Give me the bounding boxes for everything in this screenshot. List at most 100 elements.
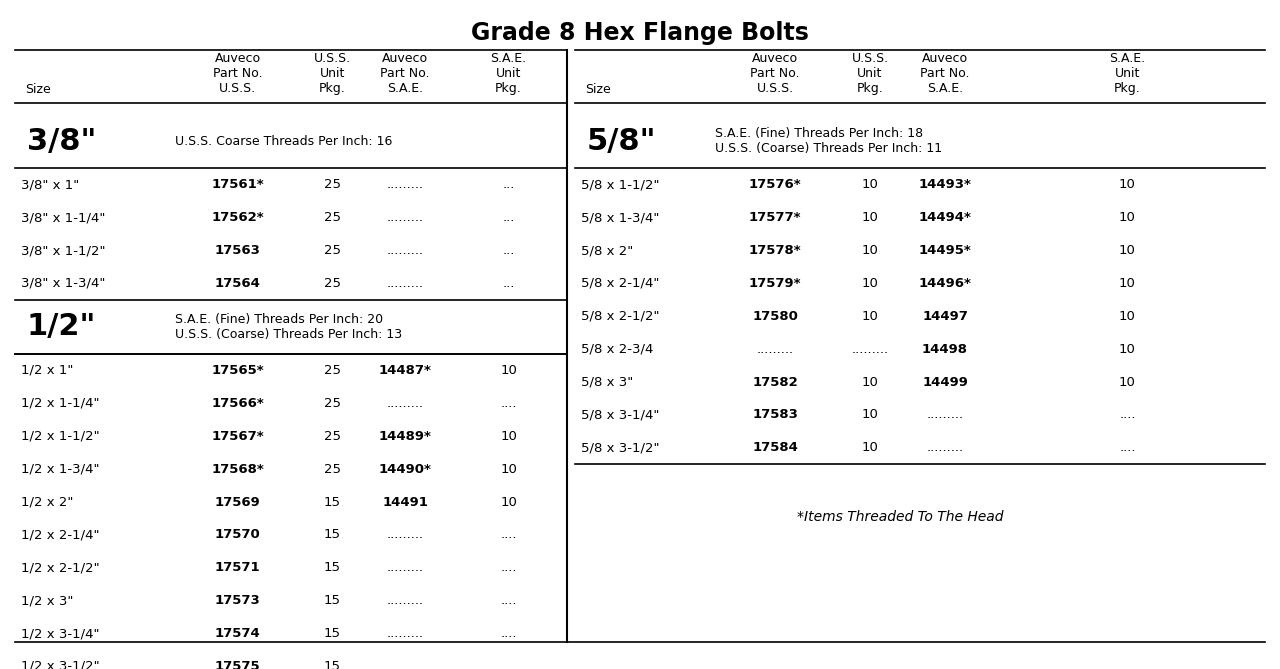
Text: 15: 15 — [324, 627, 340, 640]
Text: ....: .... — [500, 561, 517, 574]
Text: 25: 25 — [324, 364, 340, 377]
Text: 10: 10 — [861, 244, 878, 257]
Text: 17570: 17570 — [215, 529, 260, 541]
Text: 1/2 x 2-1/4": 1/2 x 2-1/4" — [20, 529, 100, 541]
Text: 25: 25 — [324, 211, 340, 224]
Text: .........: ......... — [927, 442, 964, 454]
Text: 17575: 17575 — [215, 660, 260, 669]
Text: ....: .... — [500, 397, 517, 410]
Text: ...: ... — [502, 178, 515, 191]
Text: 5/8 x 2-3/4: 5/8 x 2-3/4 — [581, 343, 653, 356]
Text: 17562*: 17562* — [211, 211, 264, 224]
Text: *Items Threaded To The Head: *Items Threaded To The Head — [796, 510, 1004, 524]
Text: 10: 10 — [861, 211, 878, 224]
Text: 3/8" x 1": 3/8" x 1" — [20, 178, 79, 191]
Text: 3/8": 3/8" — [27, 126, 96, 156]
Text: 10: 10 — [1119, 310, 1135, 323]
Text: 17566*: 17566* — [211, 397, 264, 410]
Text: 10: 10 — [1119, 343, 1135, 356]
Text: 17582: 17582 — [753, 375, 797, 389]
Text: 5/8 x 3-1/4": 5/8 x 3-1/4" — [581, 409, 659, 421]
Text: 10: 10 — [1119, 277, 1135, 290]
Text: .........: ......... — [387, 277, 424, 290]
Text: 17583: 17583 — [753, 409, 797, 421]
Text: 14494*: 14494* — [919, 211, 972, 224]
Text: .........: ......... — [851, 343, 888, 356]
Text: 17574: 17574 — [215, 627, 260, 640]
Text: 17584: 17584 — [753, 442, 797, 454]
Text: 17568*: 17568* — [211, 463, 264, 476]
Text: .........: ......... — [387, 397, 424, 410]
Text: U.S.S. Coarse Threads Per Inch: 16: U.S.S. Coarse Threads Per Inch: 16 — [175, 134, 393, 148]
Text: S.A.E.
Unit
Pkg.: S.A.E. Unit Pkg. — [490, 52, 526, 96]
Text: 5/8": 5/8" — [588, 126, 657, 156]
Text: 25: 25 — [324, 178, 340, 191]
Text: S.A.E. (Fine) Threads Per Inch: 20
U.S.S. (Coarse) Threads Per Inch: 13: S.A.E. (Fine) Threads Per Inch: 20 U.S.S… — [175, 313, 402, 341]
Text: 25: 25 — [324, 463, 340, 476]
Text: 5/8 x 2": 5/8 x 2" — [581, 244, 634, 257]
Text: 10: 10 — [1119, 178, 1135, 191]
Text: Size: Size — [26, 83, 51, 96]
Text: ...: ... — [502, 277, 515, 290]
Text: 17564: 17564 — [215, 277, 260, 290]
Text: 14491: 14491 — [381, 496, 428, 508]
Text: ...: ... — [502, 211, 515, 224]
Text: .........: ......... — [387, 211, 424, 224]
Text: ....: .... — [1119, 409, 1135, 421]
Text: 15: 15 — [324, 594, 340, 607]
Text: 1/2 x 3": 1/2 x 3" — [20, 594, 73, 607]
Text: Auveco
Part No.
U.S.S.: Auveco Part No. U.S.S. — [212, 52, 262, 96]
Text: ....: .... — [500, 594, 517, 607]
Text: U.S.S.
Unit
Pkg.: U.S.S. Unit Pkg. — [314, 52, 351, 96]
Text: 10: 10 — [500, 496, 517, 508]
Text: 14487*: 14487* — [379, 364, 431, 377]
Text: .........: ......... — [387, 627, 424, 640]
Text: 1/2 x 1-1/2": 1/2 x 1-1/2" — [20, 429, 100, 443]
Text: 1/2 x 1-3/4": 1/2 x 1-3/4" — [20, 463, 100, 476]
Text: 1/2 x 1-1/4": 1/2 x 1-1/4" — [20, 397, 100, 410]
Text: .........: ......... — [387, 660, 424, 669]
Text: 14490*: 14490* — [379, 463, 431, 476]
Text: 10: 10 — [861, 375, 878, 389]
Text: ....: .... — [500, 529, 517, 541]
Text: .........: ......... — [387, 594, 424, 607]
Text: .........: ......... — [387, 529, 424, 541]
Text: 10: 10 — [1119, 375, 1135, 389]
Text: 5/8 x 1-1/2": 5/8 x 1-1/2" — [581, 178, 659, 191]
Text: 17563: 17563 — [215, 244, 260, 257]
Text: 5/8 x 2-1/4": 5/8 x 2-1/4" — [581, 277, 659, 290]
Text: 17580: 17580 — [753, 310, 797, 323]
Text: Auveco
Part No.
S.A.E.: Auveco Part No. S.A.E. — [920, 52, 970, 96]
Text: ....: .... — [500, 660, 517, 669]
Text: Auveco
Part No.
S.A.E.: Auveco Part No. S.A.E. — [380, 52, 430, 96]
Text: 14489*: 14489* — [379, 429, 431, 443]
Text: .........: ......... — [387, 244, 424, 257]
Text: 1/2 x 1": 1/2 x 1" — [20, 364, 73, 377]
Text: 15: 15 — [324, 660, 340, 669]
Text: U.S.S.
Unit
Pkg.: U.S.S. Unit Pkg. — [851, 52, 888, 96]
Text: 1/2 x 3-1/4": 1/2 x 3-1/4" — [20, 627, 100, 640]
Text: 17573: 17573 — [215, 594, 260, 607]
Text: ....: .... — [500, 627, 517, 640]
Text: .........: ......... — [927, 409, 964, 421]
Text: 25: 25 — [324, 277, 340, 290]
Text: 25: 25 — [324, 244, 340, 257]
Text: 14493*: 14493* — [919, 178, 972, 191]
Text: 10: 10 — [1119, 211, 1135, 224]
Text: 14495*: 14495* — [919, 244, 972, 257]
Text: 10: 10 — [861, 442, 878, 454]
Text: Grade 8 Hex Flange Bolts: Grade 8 Hex Flange Bolts — [471, 21, 809, 45]
Text: 15: 15 — [324, 496, 340, 508]
Text: 3/8" x 1-1/2": 3/8" x 1-1/2" — [20, 244, 105, 257]
Text: 1/2 x 2": 1/2 x 2" — [20, 496, 73, 508]
Text: 14496*: 14496* — [919, 277, 972, 290]
Text: 10: 10 — [861, 310, 878, 323]
Text: ...: ... — [502, 244, 515, 257]
Text: 15: 15 — [324, 561, 340, 574]
Text: 17571: 17571 — [215, 561, 260, 574]
Text: 15: 15 — [324, 529, 340, 541]
Text: 1/2 x 2-1/2": 1/2 x 2-1/2" — [20, 561, 100, 574]
Text: 10: 10 — [500, 429, 517, 443]
Text: 5/8 x 3": 5/8 x 3" — [581, 375, 634, 389]
Text: 10: 10 — [861, 409, 878, 421]
